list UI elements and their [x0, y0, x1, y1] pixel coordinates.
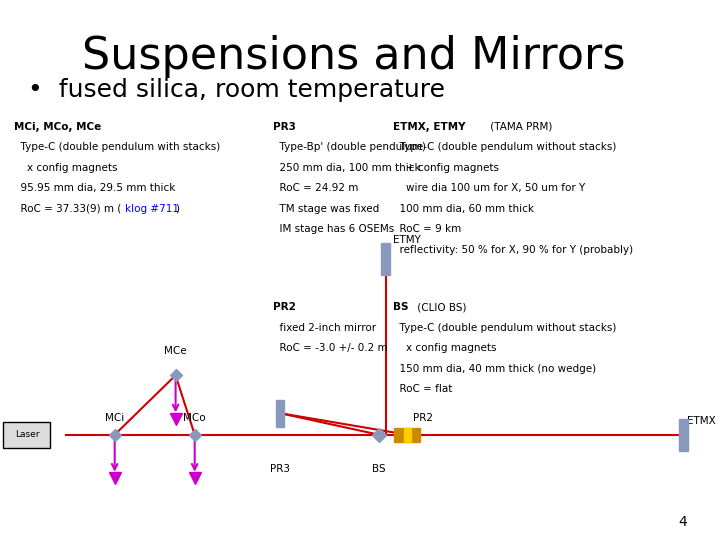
Text: 250 mm dia, 100 mm thick: 250 mm dia, 100 mm thick [273, 163, 420, 173]
Text: PR2: PR2 [273, 302, 295, 313]
Text: 100 mm dia, 60 mm thick: 100 mm dia, 60 mm thick [393, 204, 534, 214]
Text: RoC = 37.33(9) m (: RoC = 37.33(9) m ( [14, 204, 122, 214]
Text: •  fused silica, room temperature: • fused silica, room temperature [28, 78, 445, 102]
Text: MCo: MCo [184, 413, 206, 423]
Text: klog #711: klog #711 [125, 204, 179, 214]
Text: 4: 4 [678, 515, 687, 529]
Text: BS: BS [372, 464, 386, 475]
Bar [403, 428, 410, 442]
Text: TM stage was fixed: TM stage was fixed [273, 204, 379, 214]
Text: ETMX, ETMY: ETMX, ETMY [393, 122, 465, 132]
Text: RoC = -3.0 +/- 0.2 m: RoC = -3.0 +/- 0.2 m [273, 343, 387, 354]
Text: Type-C (double pendulum without stacks): Type-C (double pendulum without stacks) [393, 323, 616, 333]
Text: MCi: MCi [105, 413, 125, 423]
Text: 150 mm dia, 40 mm thick (no wedge): 150 mm dia, 40 mm thick (no wedge) [393, 364, 596, 374]
Text: RoC = flat: RoC = flat [393, 384, 452, 395]
Bar [679, 418, 688, 451]
Text: RoC = 24.92 m: RoC = 24.92 m [273, 183, 358, 193]
Text: fixed 2-inch mirror: fixed 2-inch mirror [273, 323, 376, 333]
Text: + config magnets: + config magnets [393, 163, 499, 173]
Text: PR3: PR3 [270, 464, 289, 475]
Text: PR3: PR3 [273, 122, 295, 132]
Text: MCe: MCe [164, 346, 187, 356]
Text: wire dia 100 um for X, 50 um for Y: wire dia 100 um for X, 50 um for Y [393, 183, 585, 193]
Text: Suspensions and Mirrors: Suspensions and Mirrors [82, 35, 626, 78]
Text: 95.95 mm dia, 29.5 mm thick: 95.95 mm dia, 29.5 mm thick [14, 183, 176, 193]
Text: PR2: PR2 [413, 413, 433, 423]
Bar [382, 243, 390, 275]
Text: ETMY: ETMY [393, 235, 420, 245]
Text: BS: BS [393, 302, 408, 313]
Text: reflectivity: 50 % for X, 90 % for Y (probably): reflectivity: 50 % for X, 90 % for Y (pr… [393, 245, 633, 255]
Text: (CLIO BS): (CLIO BS) [414, 302, 467, 313]
Text: Type-C (double pendulum without stacks): Type-C (double pendulum without stacks) [393, 142, 616, 152]
Text: (TAMA PRM): (TAMA PRM) [487, 122, 552, 132]
Text: x config magnets: x config magnets [393, 343, 496, 354]
Text: RoC = 9 km: RoC = 9 km [393, 224, 462, 234]
Text: Laser: Laser [14, 430, 39, 439]
Text: Type-C (double pendulum with stacks): Type-C (double pendulum with stacks) [14, 142, 220, 152]
Text: Type-Bp' (double pendulum): Type-Bp' (double pendulum) [273, 142, 426, 152]
Bar [276, 400, 284, 427]
Text: ETMX: ETMX [687, 416, 716, 426]
Text: MCi, MCo, MCe: MCi, MCo, MCe [14, 122, 102, 132]
Text: x config magnets: x config magnets [14, 163, 117, 173]
FancyBboxPatch shape [3, 422, 50, 448]
Text: IM stage has 6 OSEMs: IM stage has 6 OSEMs [273, 224, 394, 234]
Text: ): ) [176, 204, 179, 214]
Bar [395, 428, 420, 442]
